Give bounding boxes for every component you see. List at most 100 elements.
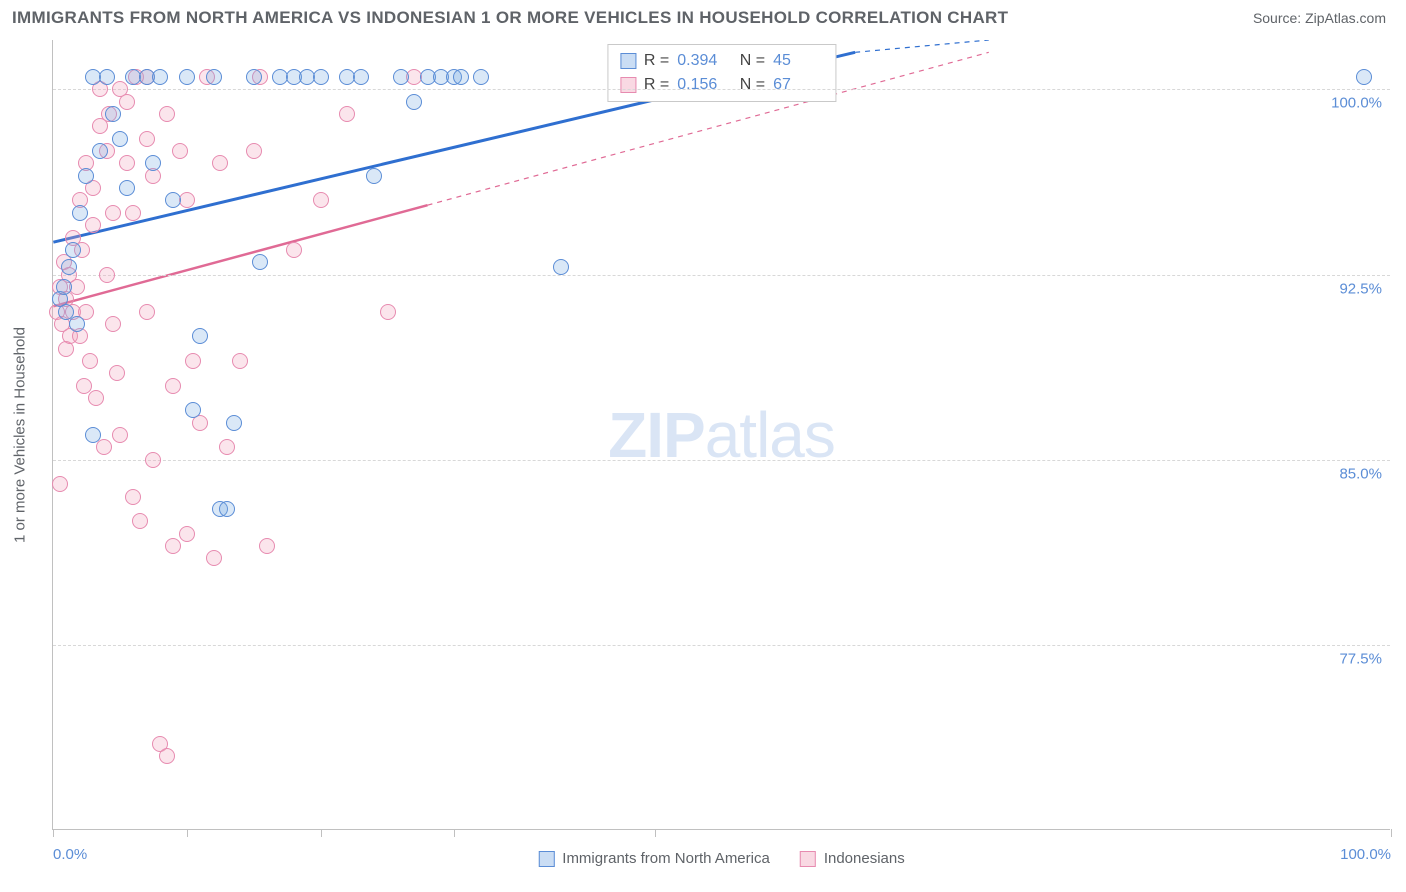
- data-point: [112, 427, 128, 443]
- legend-bottom: Immigrants from North America Indonesian…: [538, 850, 904, 867]
- data-point: [105, 316, 121, 332]
- data-point: [212, 155, 228, 171]
- data-point: [473, 69, 489, 85]
- data-point: [232, 353, 248, 369]
- data-point: [159, 106, 175, 122]
- data-point: [226, 415, 242, 431]
- legend-swatch-pink-icon: [800, 851, 816, 867]
- page-title: IMMIGRANTS FROM NORTH AMERICA VS INDONES…: [12, 8, 1008, 28]
- data-point: [88, 390, 104, 406]
- xtick: [53, 829, 54, 837]
- data-point: [179, 526, 195, 542]
- legend-label-pink: Indonesians: [824, 850, 905, 867]
- ytick-label: 85.0%: [1339, 465, 1382, 482]
- xtick-label: 100.0%: [1340, 846, 1391, 863]
- data-point: [219, 501, 235, 517]
- plot-area: ZIPatlas R = 0.394 N = 45 R = 0.156 N = …: [52, 40, 1390, 830]
- data-point: [109, 365, 125, 381]
- data-point: [145, 452, 161, 468]
- data-point: [119, 94, 135, 110]
- xtick: [321, 829, 322, 837]
- xtick: [454, 829, 455, 837]
- data-point: [353, 69, 369, 85]
- data-point: [132, 513, 148, 529]
- data-point: [172, 143, 188, 159]
- gridline: [53, 460, 1390, 461]
- data-point: [96, 439, 112, 455]
- xtick: [655, 829, 656, 837]
- legend-item-blue: Immigrants from North America: [538, 850, 770, 867]
- data-point: [339, 106, 355, 122]
- data-point: [185, 402, 201, 418]
- stat-r-pink: 0.156: [677, 73, 727, 97]
- stat-r-label: R =: [644, 49, 669, 73]
- gridline: [53, 645, 1390, 646]
- data-point: [145, 155, 161, 171]
- gridline: [53, 89, 1390, 90]
- ytick-label: 77.5%: [1339, 650, 1382, 667]
- data-point: [65, 242, 81, 258]
- data-point: [82, 353, 98, 369]
- legend-item-pink: Indonesians: [800, 850, 905, 867]
- gridline: [53, 275, 1390, 276]
- stat-n-blue: 45: [773, 49, 823, 73]
- chart-container: 1 or more Vehicles in Household ZIPatlas…: [40, 40, 1390, 830]
- data-point: [179, 69, 195, 85]
- data-point: [78, 168, 94, 184]
- data-point: [366, 168, 382, 184]
- ytick-label: 100.0%: [1331, 95, 1382, 112]
- data-point: [139, 131, 155, 147]
- data-point: [453, 69, 469, 85]
- data-point: [165, 538, 181, 554]
- data-point: [252, 254, 268, 270]
- data-point: [125, 489, 141, 505]
- data-point: [553, 259, 569, 275]
- data-point: [192, 328, 208, 344]
- legend-swatch-blue-icon: [538, 851, 554, 867]
- data-point: [313, 192, 329, 208]
- data-point: [119, 180, 135, 196]
- xtick: [1391, 829, 1392, 837]
- data-point: [112, 131, 128, 147]
- y-axis-label: 1 or more Vehicles in Household: [12, 327, 29, 543]
- data-point: [99, 267, 115, 283]
- data-point: [125, 205, 141, 221]
- data-point: [56, 279, 72, 295]
- xtick-label: 0.0%: [53, 846, 87, 863]
- data-point: [139, 304, 155, 320]
- data-point: [92, 143, 108, 159]
- stat-n-pink: 67: [773, 73, 823, 97]
- swatch-pink-icon: [620, 77, 636, 93]
- data-point: [69, 316, 85, 332]
- data-point: [286, 242, 302, 258]
- data-point: [1356, 69, 1372, 85]
- data-point: [406, 94, 422, 110]
- data-point: [380, 304, 396, 320]
- data-point: [52, 476, 68, 492]
- data-point: [85, 427, 101, 443]
- data-point: [165, 192, 181, 208]
- data-point: [72, 205, 88, 221]
- data-point: [61, 259, 77, 275]
- stat-r-blue: 0.394: [677, 49, 727, 73]
- stat-r-label2: R =: [644, 73, 669, 97]
- data-point: [246, 69, 262, 85]
- stat-n-label2: N =: [735, 73, 765, 97]
- source-label: Source: ZipAtlas.com: [1253, 10, 1386, 26]
- data-point: [219, 439, 235, 455]
- stats-box: R = 0.394 N = 45 R = 0.156 N = 67: [607, 44, 836, 102]
- stat-n-label: N =: [735, 49, 765, 73]
- data-point: [99, 69, 115, 85]
- data-point: [165, 378, 181, 394]
- data-point: [159, 748, 175, 764]
- data-point: [185, 353, 201, 369]
- data-point: [105, 205, 121, 221]
- data-point: [119, 155, 135, 171]
- data-point: [206, 550, 222, 566]
- data-point: [105, 106, 121, 122]
- data-point: [393, 69, 409, 85]
- data-point: [206, 69, 222, 85]
- xtick: [187, 829, 188, 837]
- swatch-blue-icon: [620, 53, 636, 69]
- stats-row-blue: R = 0.394 N = 45: [620, 49, 823, 73]
